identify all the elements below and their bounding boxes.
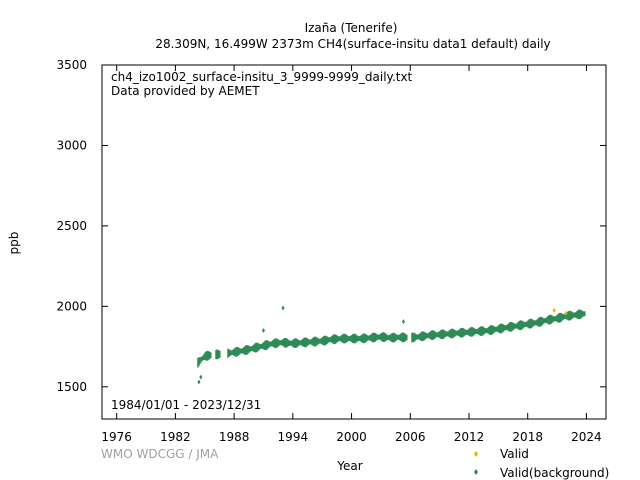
chart-subtitle: 28.309N, 16.499W 2373m CH4(surface-insit… [155, 37, 550, 51]
background-outlier-point [281, 305, 285, 311]
x-tick-label: 1994 [278, 430, 309, 444]
valid-point [564, 310, 568, 316]
x-tick-label: 2012 [454, 430, 485, 444]
y-axis-label: ppb [7, 232, 21, 255]
credit-text: WMO WDCGG / JMA [101, 447, 219, 461]
plot-frame [101, 64, 607, 420]
x-tick-label: 2000 [336, 430, 367, 444]
annotation-period: 1984/01/01 - 2023/12/31 [111, 398, 261, 412]
y-tick-label: 3000 [56, 138, 87, 152]
x-axis-label: Year [336, 459, 362, 473]
y-tick-label: 3500 [56, 58, 87, 72]
y-tick-label: 2000 [56, 299, 87, 313]
legend-background-label: Valid(background) [500, 466, 609, 480]
x-tick-label: 1982 [160, 430, 191, 444]
background-outlier-point [401, 319, 405, 325]
legend-background-marker [474, 469, 478, 475]
legend: Valid Valid(background) [474, 447, 609, 480]
annotation-file: ch4_izo1002_surface-insitu_3_9999-9999_d… [111, 70, 413, 84]
x-tick-label: 2006 [395, 430, 426, 444]
background-outlier-point [199, 374, 203, 380]
background-outlier-point [197, 379, 201, 385]
legend-valid-label: Valid [500, 447, 529, 461]
valid-point [552, 307, 556, 313]
x-tick-label: 1988 [219, 430, 250, 444]
y-tick-label: 1500 [56, 380, 87, 394]
legend-valid-marker [474, 451, 478, 457]
annotation-provider: Data provided by AEMET [111, 84, 260, 98]
x-tick-label: 2024 [571, 430, 602, 444]
x-tick-label: 2018 [512, 430, 543, 444]
x-tick-label: 1976 [101, 430, 132, 444]
y-tick-label: 2500 [56, 219, 87, 233]
chart-title: Izaña (Tenerife) [305, 21, 398, 35]
background-outlier-point [261, 328, 265, 333]
